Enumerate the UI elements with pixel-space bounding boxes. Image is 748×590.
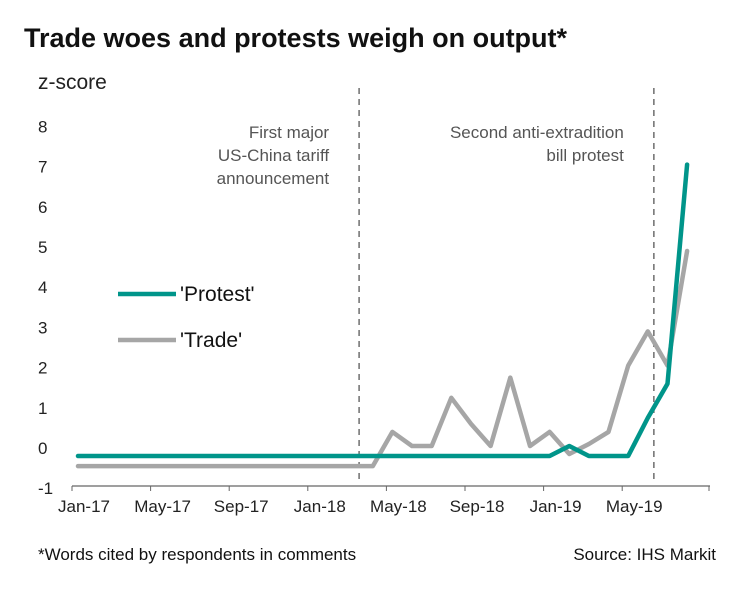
event-annotation: Second anti-extradition (450, 123, 624, 142)
y-tick-label: 6 (38, 198, 47, 217)
footnote: *Words cited by respondents in comments (38, 545, 356, 564)
y-tick-label: 5 (38, 238, 47, 257)
x-tick-label: Sep-17 (214, 497, 269, 516)
y-tick-label: 0 (38, 439, 47, 458)
x-tick-label: May-19 (606, 497, 663, 516)
x-tick-label: Jan-17 (58, 497, 110, 516)
event-annotation: First major (249, 123, 330, 142)
event-annotation: announcement (217, 169, 330, 188)
y-tick-label: 7 (38, 158, 47, 177)
event-annotation: bill protest (546, 146, 624, 165)
x-axis-ticks: Jan-17 May-17 Sep-17 Jan-18 May-18 Sep-18 Jan-… (58, 486, 710, 516)
series-line (75, 248, 690, 469)
series-lines (75, 162, 690, 469)
x-tick-label: Jan-19 (530, 497, 582, 516)
legend-label: 'Trade' (180, 329, 242, 352)
x-tick-label: May-17 (134, 497, 191, 516)
series-line (75, 162, 690, 459)
y-tick-label: -1 (38, 479, 53, 498)
event-lines: First major US-China tariff announcement Se… (217, 88, 655, 484)
y-tick-label: 8 (38, 117, 47, 136)
legend: 'Protest' 'Trade' (118, 283, 255, 352)
y-axis-ticks: -1 0 1 2 3 4 5 6 7 8 (38, 117, 53, 498)
y-tick-label: 1 (38, 399, 47, 418)
y-tick-label: 4 (38, 278, 47, 297)
y-tick-label: 3 (38, 318, 47, 337)
event-annotation: US-China tariff (218, 146, 329, 165)
x-tick-label: May-18 (370, 497, 427, 516)
legend-label: 'Protest' (180, 283, 255, 306)
x-tick-label: Jan-18 (294, 497, 346, 516)
x-tick-label: Sep-18 (450, 497, 505, 516)
source-note: Source: IHS Markit (573, 545, 716, 564)
y-axis-label: z-score (38, 71, 107, 94)
y-tick-label: 2 (38, 359, 47, 378)
chart-title: Trade woes and protests weigh on output* (24, 23, 568, 53)
